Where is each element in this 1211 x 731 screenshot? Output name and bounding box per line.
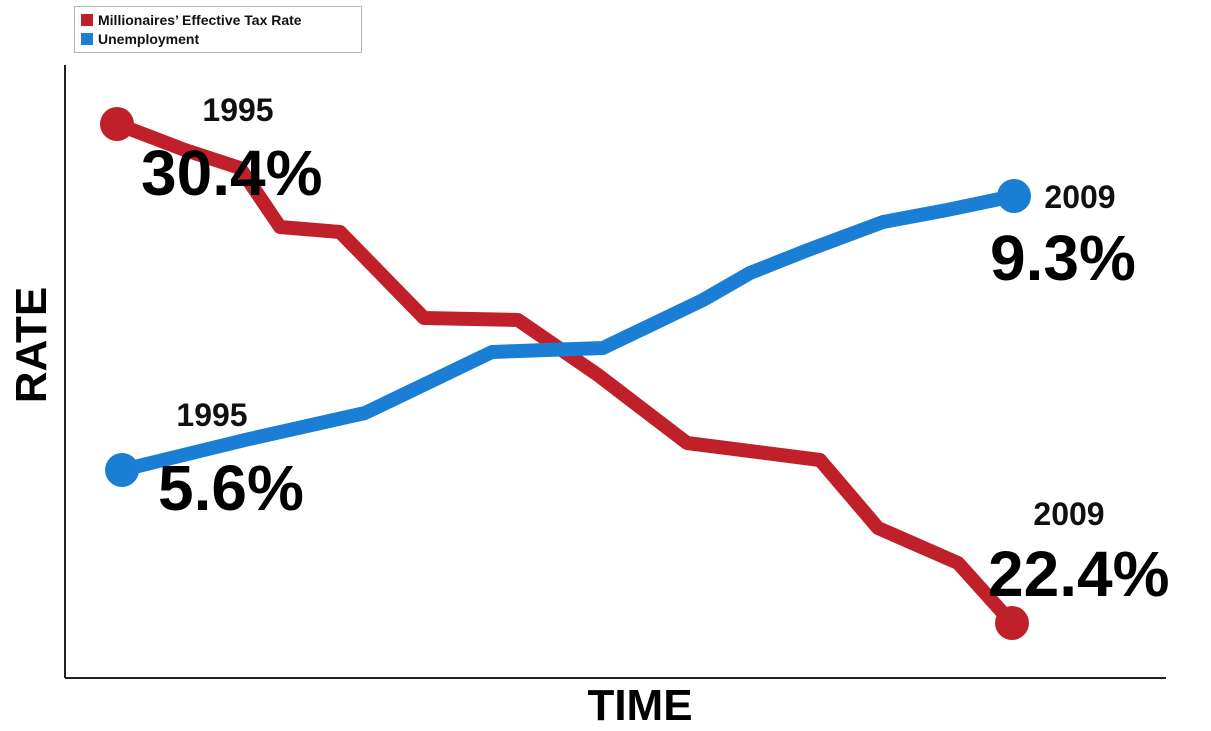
legend-item-unemployment: Unemployment (81, 30, 199, 48)
axes (64, 65, 1166, 679)
tax-rate-end-value: 22.4% (988, 538, 1169, 610)
unemployment-start-value: 5.6% (158, 452, 304, 524)
legend-label-tax-rate: Millionaires’ Effective Tax Rate (98, 12, 302, 28)
series-tax-rate (100, 107, 1029, 640)
tax-rate-start-year: 1995 (202, 92, 273, 128)
legend-swatch-unemployment (81, 33, 93, 45)
series-unemployment (105, 179, 1031, 487)
tax-rate-end-year: 2009 (1033, 496, 1104, 532)
tax-rate-start-value: 30.4% (141, 137, 322, 209)
tax-rate-line (110, 117, 1019, 630)
x-axis-title: TIME (587, 681, 693, 730)
unemployment-end-year: 2009 (1044, 179, 1115, 215)
unemployment-start-year: 1995 (176, 397, 247, 433)
y-axis-title: RATE (7, 286, 56, 404)
legend-label-unemployment: Unemployment (98, 31, 200, 47)
chart-legend: Millionaires’ Effective Tax Rate Unemplo… (74, 6, 362, 53)
unemployment-end-point (997, 179, 1031, 213)
unemployment-end-value: 9.3% (990, 222, 1136, 294)
unemployment-line (115, 189, 1021, 477)
legend-swatch-tax-rate (81, 14, 93, 26)
tax-rate-end-point (995, 606, 1029, 640)
legend-item-tax-rate: Millionaires’ Effective Tax Rate (81, 11, 302, 29)
unemployment-start-point (105, 453, 139, 487)
tax-rate-start-point (100, 107, 134, 141)
